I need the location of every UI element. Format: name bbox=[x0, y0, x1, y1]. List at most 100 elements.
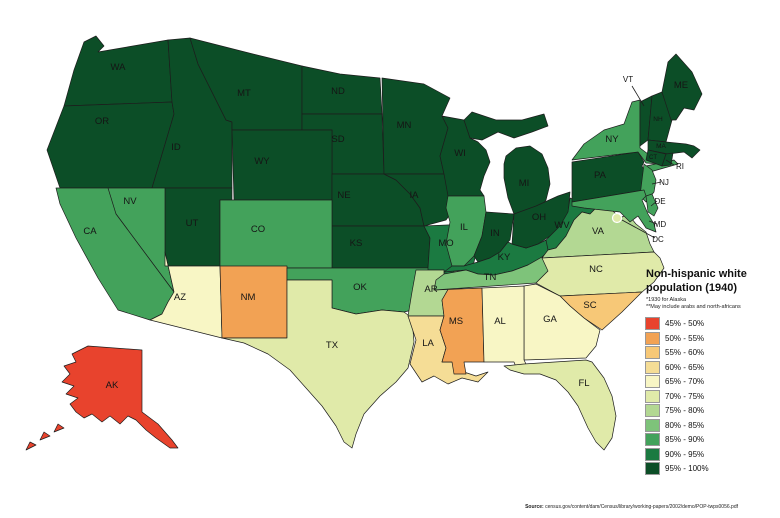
state-shape-nd bbox=[301, 65, 383, 115]
legend-footnote-arabs: **May include arabs and north-africans bbox=[646, 303, 741, 310]
state-label-ak: AK bbox=[106, 380, 119, 391]
state-label-wi: WI bbox=[454, 148, 466, 159]
state-label-il: IL bbox=[460, 222, 468, 233]
state-label-tn: TN bbox=[484, 272, 497, 283]
source-line: Source: census.gov/content/dam/Census/li… bbox=[525, 504, 738, 510]
state-label-mt: MT bbox=[237, 88, 251, 99]
state-label-me: ME bbox=[674, 80, 688, 91]
state-shape-al bbox=[481, 285, 529, 373]
leader-line-de bbox=[650, 200, 658, 207]
legend-swatch-10 bbox=[645, 462, 660, 476]
leader-line-ri bbox=[665, 159, 675, 166]
legend-label-0: 45% - 50% bbox=[665, 319, 705, 329]
legend-swatch-5 bbox=[645, 389, 660, 403]
legend-label-9: 90% - 95% bbox=[665, 449, 705, 459]
source-label: Source: bbox=[525, 504, 544, 510]
legend-swatch-7 bbox=[645, 418, 660, 432]
state-label-mo: MO bbox=[438, 238, 453, 249]
state-label-ca: CA bbox=[83, 226, 97, 237]
source-path: census.gov/content/dam/Census/library/wo… bbox=[543, 504, 738, 510]
state-label-co: CO bbox=[251, 224, 265, 235]
state-label-ms: MS bbox=[449, 316, 463, 327]
legend-label-4: 65% - 70% bbox=[665, 377, 705, 387]
state-label-az: AZ bbox=[174, 292, 186, 303]
state-label-ia: IA bbox=[410, 190, 420, 201]
state-label-ky: KY bbox=[498, 252, 511, 263]
state-shape-tn bbox=[433, 256, 559, 291]
state-label-nj: NJ bbox=[659, 178, 669, 187]
state-label-md: MD bbox=[654, 220, 667, 229]
state-shape-ak bbox=[25, 345, 179, 451]
legend-label-5: 70% - 75% bbox=[665, 391, 705, 401]
legend-label-1: 50% - 55% bbox=[665, 333, 705, 343]
legend-row-6: 75% - 80% bbox=[645, 404, 776, 419]
state-label-wv: WV bbox=[554, 220, 570, 231]
legend-label-10: 95% - 100% bbox=[665, 464, 709, 474]
state-label-nd: ND bbox=[331, 86, 345, 97]
legend-swatch-6 bbox=[645, 404, 660, 418]
legend-title-line1: Non-hispanic white bbox=[646, 268, 747, 280]
state-label-de: DE bbox=[654, 197, 665, 206]
state-label-la: LA bbox=[422, 338, 434, 349]
state-label-ut: UT bbox=[186, 218, 199, 229]
legend-title: Non-hispanic white population (1940) bbox=[646, 268, 776, 296]
legend-row-0: 45% - 50% bbox=[645, 317, 776, 332]
leader-line-vt bbox=[631, 85, 645, 107]
legend-row-4: 65% - 70% bbox=[645, 375, 776, 390]
state-label-oh: OH bbox=[532, 212, 546, 223]
legend-footnote-alaska: *1930 for Alaska bbox=[646, 296, 687, 303]
state-label-sd: SD bbox=[331, 134, 344, 145]
state-shape-nc bbox=[535, 251, 665, 297]
state-label-va: VA bbox=[592, 226, 605, 237]
state-label-wa: WA bbox=[111, 62, 127, 73]
leader-line-dc bbox=[621, 219, 656, 239]
legend-row-5: 70% - 75% bbox=[645, 389, 776, 404]
state-label-nc: NC bbox=[589, 264, 603, 275]
legend-rows: 45% - 50% 50% - 55% 55% - 60% 60% - 65% 65% … bbox=[645, 317, 776, 477]
state-label-ri: RI bbox=[676, 162, 684, 171]
map-legend: Non-hispanic white population (1940) *19… bbox=[645, 268, 776, 477]
legend-row-1: 50% - 55% bbox=[645, 331, 776, 346]
state-label-ar: AR bbox=[424, 284, 437, 295]
state-label-tx: TX bbox=[326, 340, 339, 351]
state-label-ks: KS bbox=[350, 238, 363, 249]
legend-swatch-4 bbox=[645, 375, 660, 389]
legend-swatch-3 bbox=[645, 360, 660, 374]
state-shape-mn bbox=[381, 77, 451, 175]
state-label-nm: NM bbox=[241, 292, 256, 303]
state-label-sc: SC bbox=[583, 300, 596, 311]
state-label-pa: PA bbox=[594, 170, 607, 181]
state-shape-co bbox=[219, 199, 333, 269]
state-shape-wi bbox=[439, 115, 491, 197]
legend-row-3: 60% - 65% bbox=[645, 360, 776, 375]
leader-line-md bbox=[648, 220, 658, 225]
legend-row-10: 95% - 100% bbox=[645, 462, 776, 477]
legend-title-line2: population (1940) bbox=[646, 281, 738, 294]
state-label-mi: MI bbox=[519, 178, 530, 189]
legend-label-2: 55% - 60% bbox=[665, 348, 705, 358]
legend-row-2: 55% - 60% bbox=[645, 346, 776, 361]
state-label-or: OR bbox=[95, 116, 109, 127]
state-shape-fl bbox=[503, 359, 617, 451]
legend-swatch-0 bbox=[645, 317, 660, 331]
state-label-nh: NH bbox=[653, 116, 663, 123]
state-shape-mi bbox=[463, 111, 551, 215]
state-shape-ks bbox=[331, 225, 431, 269]
legend-label-6: 75% - 80% bbox=[665, 406, 705, 416]
state-label-id: ID bbox=[171, 142, 181, 153]
state-label-ny: NY bbox=[605, 134, 619, 145]
state-label-ok: OK bbox=[353, 282, 367, 293]
state-shape-me bbox=[661, 53, 703, 121]
state-label-ga: GA bbox=[543, 314, 557, 325]
state-label-vt: VT bbox=[623, 75, 633, 84]
legend-swatch-9 bbox=[645, 447, 660, 461]
legend-row-7: 80% - 85% bbox=[645, 418, 776, 433]
legend-label-3: 60% - 65% bbox=[665, 362, 705, 372]
state-shape-md bbox=[571, 189, 657, 233]
legend-label-8: 85% - 90% bbox=[665, 435, 705, 445]
legend-swatch-1 bbox=[645, 331, 660, 345]
state-label-al: AL bbox=[494, 316, 506, 327]
state-label-mn: MN bbox=[397, 120, 412, 131]
